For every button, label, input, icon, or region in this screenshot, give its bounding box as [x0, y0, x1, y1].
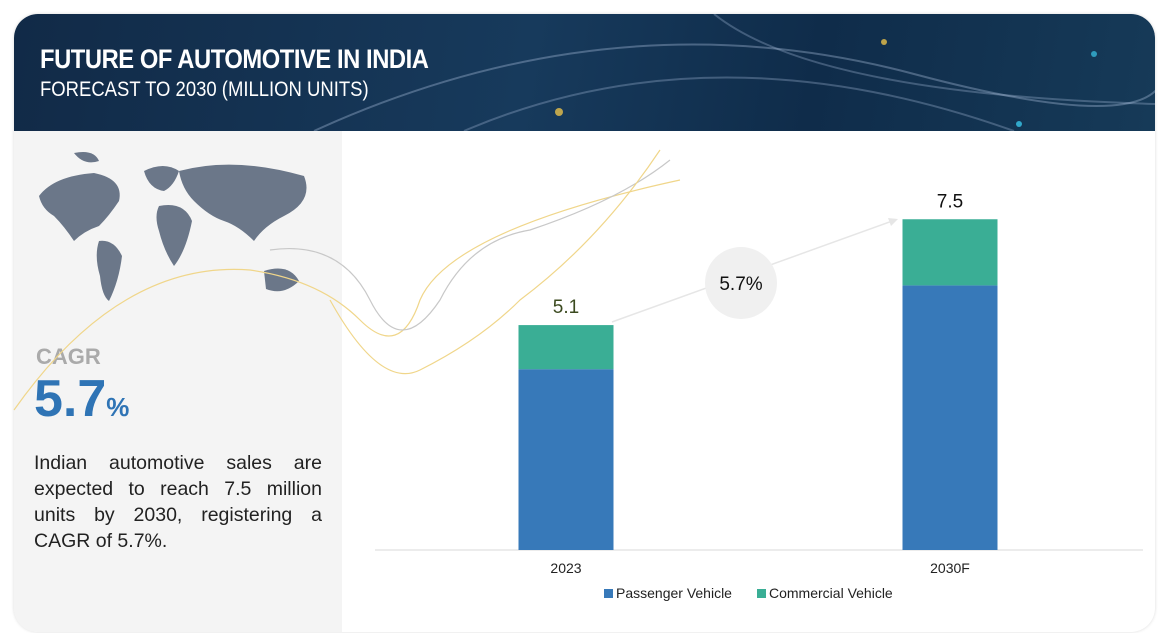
- page-title: FUTURE OF AUTOMOTIVE IN INDIA: [40, 44, 429, 74]
- header-banner: FUTURE OF AUTOMOTIVE IN INDIA FORECAST T…: [14, 14, 1155, 131]
- cagr-value: 5.7%: [34, 369, 129, 429]
- bar-passenger-vehicle-2023: [518, 369, 614, 550]
- legend-swatch-commercial: [757, 589, 766, 598]
- page-subtitle: FORECAST TO 2030 (MILLION UNITS): [40, 78, 369, 101]
- growth-arrowhead: [888, 218, 898, 226]
- total-label: 5.1: [553, 297, 579, 318]
- legend-label-passenger: Passenger Vehicle: [616, 585, 732, 601]
- cagr-unit: %: [106, 392, 130, 422]
- cagr-annotation: 5.7%: [719, 274, 762, 295]
- summary-panel: CAGR 5.7% Indian automotive sales are ex…: [14, 131, 342, 632]
- summary-text: Indian automotive sales are expected to …: [34, 452, 322, 552]
- x-tick-label: 2023: [550, 560, 581, 576]
- bar-commercial-vehicle-2030F: [902, 219, 998, 286]
- total-label: 7.5: [937, 191, 963, 212]
- legend-swatch-passenger: [604, 589, 613, 598]
- bar-commercial-vehicle-2023: [518, 325, 614, 370]
- bar-passenger-vehicle-2030F: [902, 285, 998, 550]
- cagr-bubble: [705, 247, 777, 319]
- legend-label-commercial: Commercial Vehicle: [769, 585, 893, 601]
- decorative-curve: [269, 159, 671, 331]
- x-tick-label: 2030F: [930, 560, 970, 576]
- decorative-curve: [329, 149, 661, 375]
- banner-light-trails: [313, 14, 1155, 131]
- cagr-label: CAGR: [36, 344, 101, 369]
- decorative-curve: [13, 179, 681, 411]
- cagr-number: 5.7: [34, 370, 107, 428]
